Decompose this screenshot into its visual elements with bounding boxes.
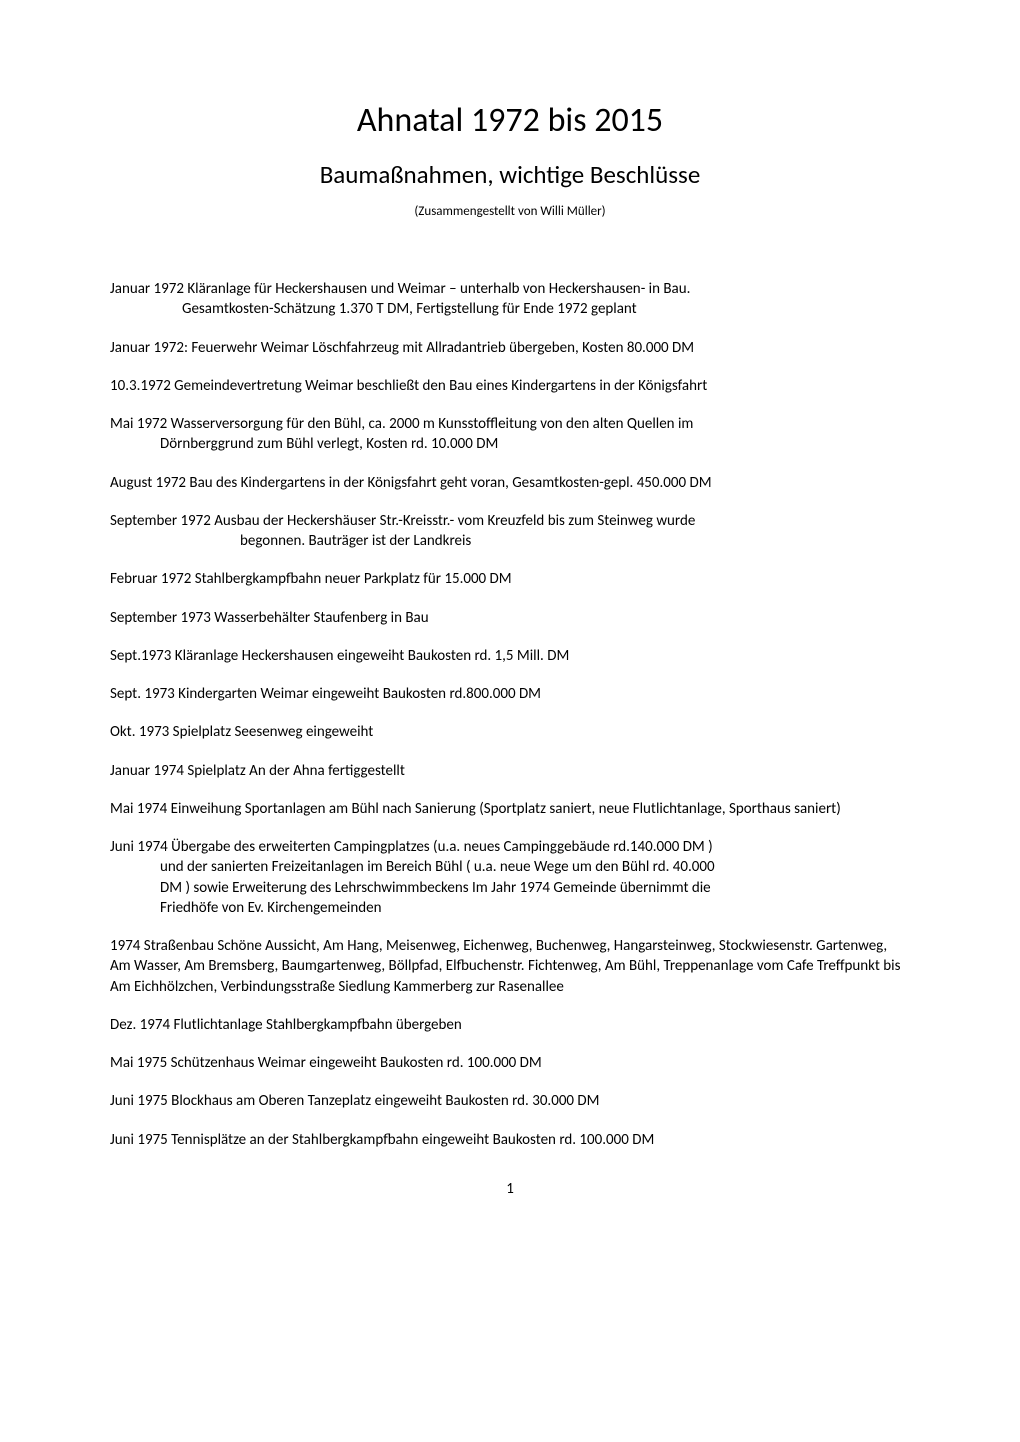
- entry-line: Dez. 1974 Flutlichtanlage Stahlbergkampf…: [110, 1016, 462, 1034]
- entry: Mai 1975 Schützenhaus Weimar eingeweiht …: [110, 1053, 910, 1073]
- entry-line: und der sanierten Freizeitanlagen im Ber…: [110, 857, 910, 877]
- entry-line: DM ) sowie Erweiterung des Lehrschwimmbe…: [110, 878, 910, 898]
- entry-line: Februar 1972 Stahlbergkampfbahn neuer Pa…: [110, 570, 512, 588]
- entry: Juni 1974 Übergabe des erweiterten Campi…: [110, 837, 910, 918]
- entry-line: Juni 1975 Tennisplätze an der Stahlbergk…: [110, 1131, 654, 1149]
- entry-line: September 1973 Wasserbehälter Staufenber…: [110, 609, 429, 627]
- entry-line: Sept.1973 Kläranlage Heckershausen einge…: [110, 647, 569, 665]
- entry-line: Mai 1974 Einweihung Sportanlagen am Bühl…: [110, 800, 841, 818]
- entry-line: Gesamtkosten-Schätzung 1.370 T DM, Ferti…: [110, 299, 910, 319]
- entry-line: Januar 1974 Spielplatz An der Ahna ferti…: [110, 762, 405, 780]
- entry-line: 1974 Straßenbau Schöne Aussicht, Am Hang…: [110, 937, 900, 996]
- entry: 1974 Straßenbau Schöne Aussicht, Am Hang…: [110, 936, 910, 997]
- entry-line: 10.3.1972 Gemeindevertretung Weimar besc…: [110, 377, 707, 395]
- entry: Juni 1975 Blockhaus am Oberen Tanzeplatz…: [110, 1091, 910, 1111]
- entry-line: Januar 1972: Feuerwehr Weimar Löschfahrz…: [110, 339, 694, 357]
- entry-line: Friedhöfe von Ev. Kirchengemeinden: [110, 898, 910, 918]
- entry-line: Mai 1972 Wasserversorgung für den Bühl, …: [110, 415, 693, 433]
- entry: Januar 1972: Feuerwehr Weimar Löschfahrz…: [110, 338, 910, 358]
- entry: Mai 1974 Einweihung Sportanlagen am Bühl…: [110, 799, 910, 819]
- entry-line: Juni 1974 Übergabe des erweiterten Campi…: [110, 838, 713, 856]
- entry-line: August 1972 Bau des Kindergartens in der…: [110, 474, 712, 492]
- entry-line: Januar 1972 Kläranlage für Heckershausen…: [110, 280, 690, 298]
- page-number: 1: [110, 1180, 910, 1198]
- entry: September 1973 Wasserbehälter Staufenber…: [110, 608, 910, 628]
- entry-line: Juni 1975 Blockhaus am Oberen Tanzeplatz…: [110, 1092, 599, 1110]
- entry-line: begonnen. Bauträger ist der Landkreis: [110, 531, 910, 551]
- entry: Sept. 1973 Kindergarten Weimar eingeweih…: [110, 684, 910, 704]
- entry: Januar 1974 Spielplatz An der Ahna ferti…: [110, 761, 910, 781]
- entry: Sept.1973 Kläranlage Heckershausen einge…: [110, 646, 910, 666]
- entry: August 1972 Bau des Kindergartens in der…: [110, 473, 910, 493]
- entry-line: September 1972 Ausbau der Heckershäuser …: [110, 512, 695, 530]
- document-title: Ahnatal 1972 bis 2015: [110, 100, 910, 141]
- entry-line: Dörnberggrund zum Bühl verlegt, Kosten r…: [110, 434, 910, 454]
- entry: Mai 1972 Wasserversorgung für den Bühl, …: [110, 414, 910, 455]
- entry: Februar 1972 Stahlbergkampfbahn neuer Pa…: [110, 569, 910, 589]
- entry: Okt. 1973 Spielplatz Seesenweg eingeweih…: [110, 722, 910, 742]
- entry: 10.3.1972 Gemeindevertretung Weimar besc…: [110, 376, 910, 396]
- document-subtitle: Baumaßnahmen, wichtige Beschlüsse: [110, 159, 910, 190]
- entry-line: Okt. 1973 Spielplatz Seesenweg eingeweih…: [110, 723, 373, 741]
- entries-container: Januar 1972 Kläranlage für Heckershausen…: [110, 279, 910, 1150]
- entry-line: Mai 1975 Schützenhaus Weimar eingeweiht …: [110, 1054, 542, 1072]
- entry: Dez. 1974 Flutlichtanlage Stahlbergkampf…: [110, 1015, 910, 1035]
- entry: Januar 1972 Kläranlage für Heckershausen…: [110, 279, 910, 320]
- entry: September 1972 Ausbau der Heckershäuser …: [110, 511, 910, 552]
- entry: Juni 1975 Tennisplätze an der Stahlbergk…: [110, 1130, 910, 1150]
- entry-line: Sept. 1973 Kindergarten Weimar eingeweih…: [110, 685, 541, 703]
- document-author: (Zusammengestellt von Willi Müller): [110, 204, 910, 219]
